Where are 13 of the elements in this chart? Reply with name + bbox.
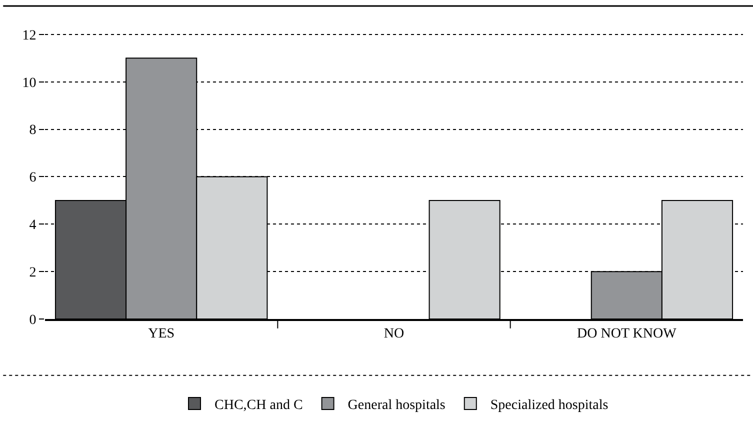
y-tick-label: 0 <box>29 312 36 328</box>
y-tick-label: 6 <box>29 170 36 186</box>
x-tick-label: DO NOT KNOW <box>577 326 678 342</box>
y-tick-label: 2 <box>29 265 36 280</box>
y-tick-label: 4 <box>29 218 36 234</box>
y-tick-label: 8 <box>29 123 36 138</box>
y-tick-label: 12 <box>22 28 36 44</box>
legend-label: General hospitals <box>348 398 446 413</box>
y-tick-label: 10 <box>22 76 36 91</box>
x-tick-label: YES <box>148 326 175 342</box>
legend-label: CHC,CH and C <box>214 398 303 413</box>
x-tick-label: NO <box>384 326 404 342</box>
legend-label: Specialized hospitals <box>490 398 608 413</box>
